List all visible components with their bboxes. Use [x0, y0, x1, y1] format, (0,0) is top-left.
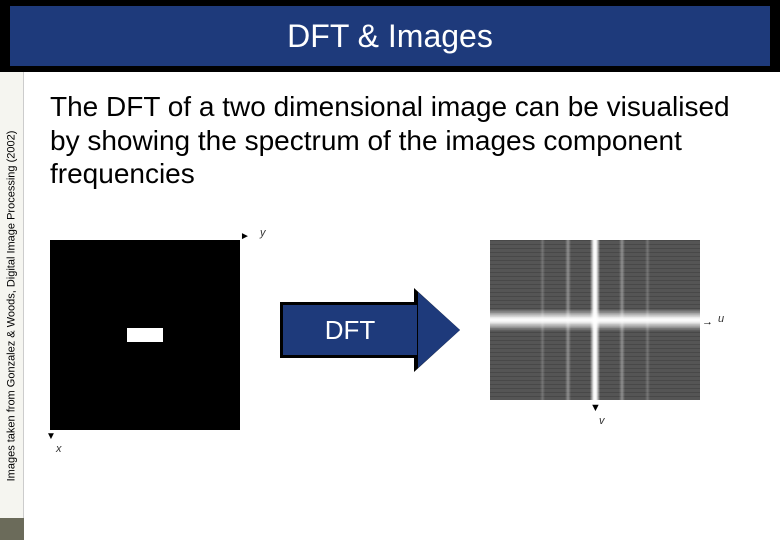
arrow-body: DFT [280, 302, 420, 358]
slide-title: DFT & Images [287, 18, 493, 55]
frequency-spectrum-image [490, 240, 700, 400]
sinc-vertical-band [590, 240, 600, 400]
axis-x-arrow-icon: ▼ [46, 431, 56, 442]
body-paragraph: The DFT of a two dimensional image can b… [50, 90, 760, 191]
corner-thumbnail [0, 518, 24, 540]
axis-x-label: x [56, 443, 62, 455]
title-inner: DFT & Images [10, 6, 770, 66]
frequency-figure: → u ▼ v [490, 240, 720, 420]
spatial-image [50, 240, 240, 430]
spatial-figure: ► y ▼ x [50, 225, 260, 435]
citation-text: Images taken from Gonzalez & Woods, Digi… [6, 131, 18, 482]
arrow-head-icon [418, 292, 460, 368]
axis-u-label: u [718, 313, 724, 325]
white-rectangle [127, 328, 163, 342]
dft-arrow: DFT [280, 300, 470, 360]
arrow-label: DFT [325, 315, 376, 346]
title-bar: DFT & Images [0, 0, 780, 72]
axis-y-arrow-icon: ► [240, 231, 250, 242]
citation-sidebar: Images taken from Gonzalez & Woods, Digi… [0, 72, 24, 540]
axis-v-label: v [599, 415, 605, 427]
figure-row: ► y ▼ x DFT → u ▼ v [50, 225, 760, 435]
axis-y-label: y [260, 227, 266, 239]
axis-u-arrow-icon: → [702, 316, 713, 328]
axis-v-arrow-icon: ▼ [590, 402, 601, 414]
